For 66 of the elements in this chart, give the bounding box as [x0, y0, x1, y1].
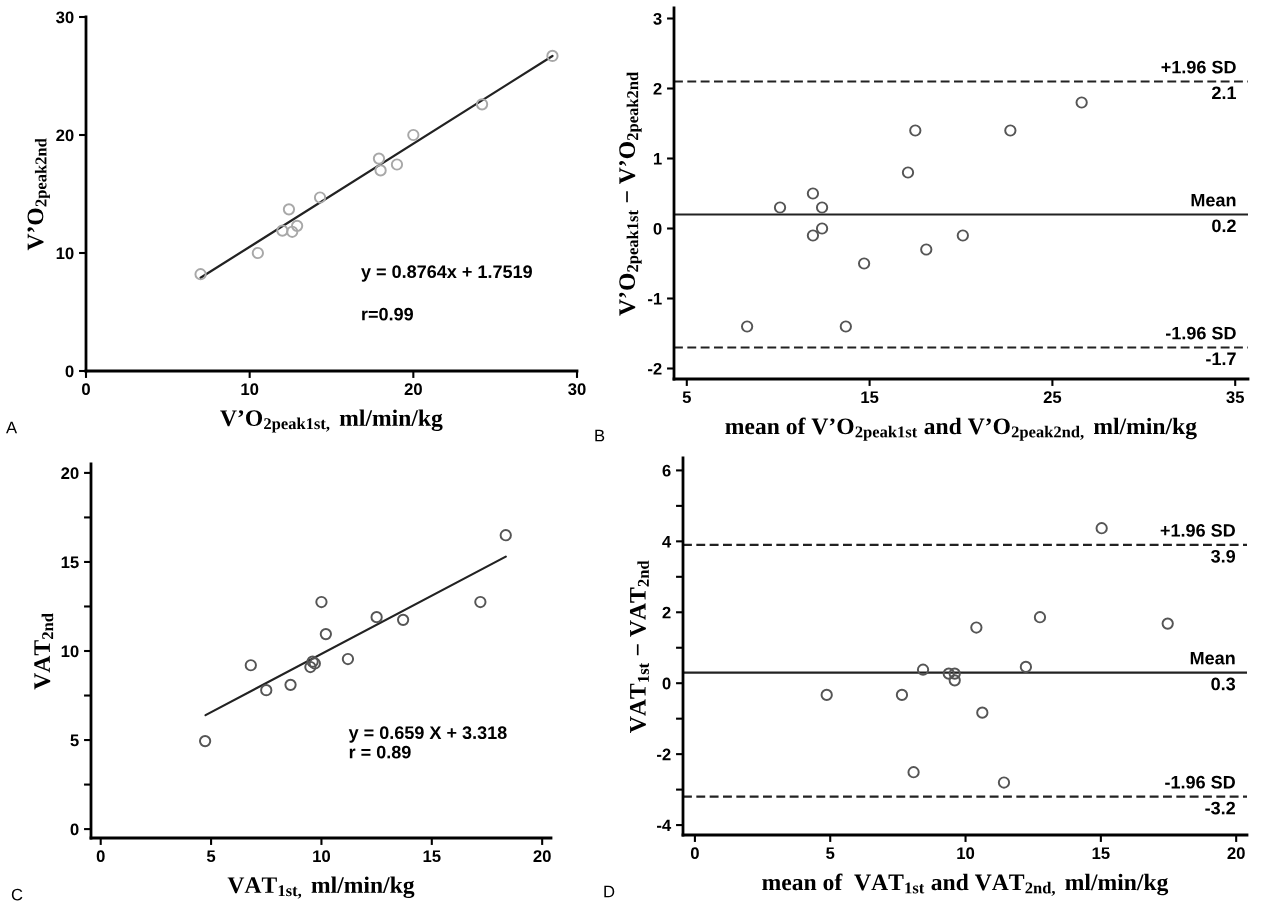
- y-axis-title: VAT$_{2nd}$: [34, 613, 54, 690]
- y-tick-label: 15: [61, 556, 79, 569]
- annotation: y = 0.8764x + 1.7519: [361, 265, 532, 282]
- x-axis-title: mean of VAT$_{1st}$ and VAT$_{2nd,}$ ml/min/kg: [762, 873, 1169, 896]
- x-axis-title: mean of V’O$_{2peak1st}$ and V’O$_{2peak2nd,}$ ml/min/kg: [725, 417, 1197, 441]
- x-tick-label: 20: [404, 383, 422, 396]
- x-tick-label: 5: [206, 850, 216, 863]
- x-axis-title: VAT$_{1st,}$ ml/min/kg: [227, 876, 415, 899]
- x-tick-label: 30: [568, 383, 586, 396]
- y-tick-label: 1: [653, 153, 662, 165]
- y-tick-label: 3: [653, 12, 662, 25]
- x-axis-title: V’O$_{2peak1st,}$ ml/min/kg: [220, 409, 443, 433]
- ref-line-label: -1.96 SD: [1165, 326, 1236, 340]
- y-tick-label: 0: [70, 823, 79, 836]
- y-tick-label: 10: [56, 247, 74, 260]
- y-tick-label: 5: [70, 734, 79, 747]
- ref-line-label: -1.96 SD: [1165, 775, 1235, 789]
- x-tick-label: 0: [82, 383, 90, 396]
- x-tick-label: 35: [1226, 391, 1245, 404]
- y-tick-label: 0: [653, 222, 662, 235]
- text: C: [11, 888, 23, 901]
- y-tick-label: 20: [56, 129, 74, 142]
- annotation: 0.3: [1211, 677, 1236, 691]
- text: B: [595, 429, 605, 442]
- annotation: -3.2: [1205, 801, 1235, 815]
- y-tick-label: -1: [648, 293, 662, 305]
- y-tick-label: 2: [653, 82, 662, 95]
- text: D: [604, 885, 615, 898]
- y-tick-label: 10: [61, 645, 79, 658]
- y-tick-label: 0: [662, 677, 671, 690]
- ref-line-label: Mean: [1191, 193, 1236, 207]
- x-tick-label: 25: [1043, 391, 1062, 404]
- annotation: 0.2: [1212, 219, 1236, 233]
- x-tick-label: 0: [96, 850, 105, 863]
- y-tick-label: 2: [662, 606, 671, 619]
- y-axis-title: V’O$_{2peak1st}$ − V’O$_{2peak2nd}$: [619, 72, 642, 316]
- y-axis-title: VAT$_{1st}$ − VAT$_{2nd}$: [629, 560, 649, 733]
- ref-line-label: Mean: [1190, 651, 1235, 665]
- x-tick-label: 20: [1227, 847, 1245, 860]
- ref-line-label: +1.96 SD: [1161, 60, 1236, 74]
- text: A: [6, 421, 18, 434]
- y-tick-label: -4: [657, 819, 672, 832]
- x-tick-label: 0: [690, 847, 699, 860]
- x-tick-label: 10: [313, 850, 331, 863]
- x-tick-label: 5: [826, 847, 835, 860]
- y-tick-label: -2: [648, 362, 662, 375]
- ref-line-label: +1.96 SD: [1160, 524, 1235, 537]
- y-axis-title: V’O$_{2peak2nd}$: [27, 138, 50, 251]
- y-tick-label: 6: [662, 464, 671, 477]
- annotation: y = 0.659 X + 3.318 r = 0.89: [348, 726, 507, 759]
- annotation: 3.9: [1211, 549, 1236, 563]
- x-tick-label: 5: [682, 391, 691, 404]
- annotation: r=0.99: [362, 307, 413, 321]
- y-tick-label: 30: [56, 11, 74, 24]
- x-tick-label: 10: [241, 383, 259, 396]
- y-tick-label: 0: [65, 365, 74, 378]
- x-tick-label: 20: [533, 850, 551, 863]
- annotation: -1.7: [1206, 352, 1236, 366]
- y-tick-label: 20: [61, 467, 79, 480]
- x-tick-label: 15: [423, 850, 441, 863]
- y-tick-label: 4: [662, 535, 672, 548]
- x-tick-label: 10: [957, 847, 975, 860]
- x-tick-label: 15: [861, 391, 879, 404]
- y-tick-label: -2: [657, 748, 671, 761]
- x-tick-label: 15: [1092, 847, 1110, 860]
- annotation: 2.1: [1212, 86, 1237, 100]
